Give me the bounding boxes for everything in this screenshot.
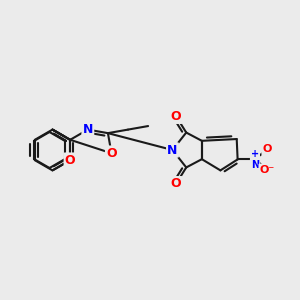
Text: O: O	[106, 147, 117, 160]
Text: O: O	[171, 110, 182, 123]
Text: +
N: + N	[251, 148, 259, 170]
Text: O⁻: O⁻	[260, 165, 275, 175]
Text: N: N	[82, 123, 93, 136]
Text: O: O	[171, 177, 182, 190]
Text: O: O	[262, 144, 272, 154]
Text: N: N	[167, 143, 178, 157]
Text: O: O	[65, 154, 76, 167]
